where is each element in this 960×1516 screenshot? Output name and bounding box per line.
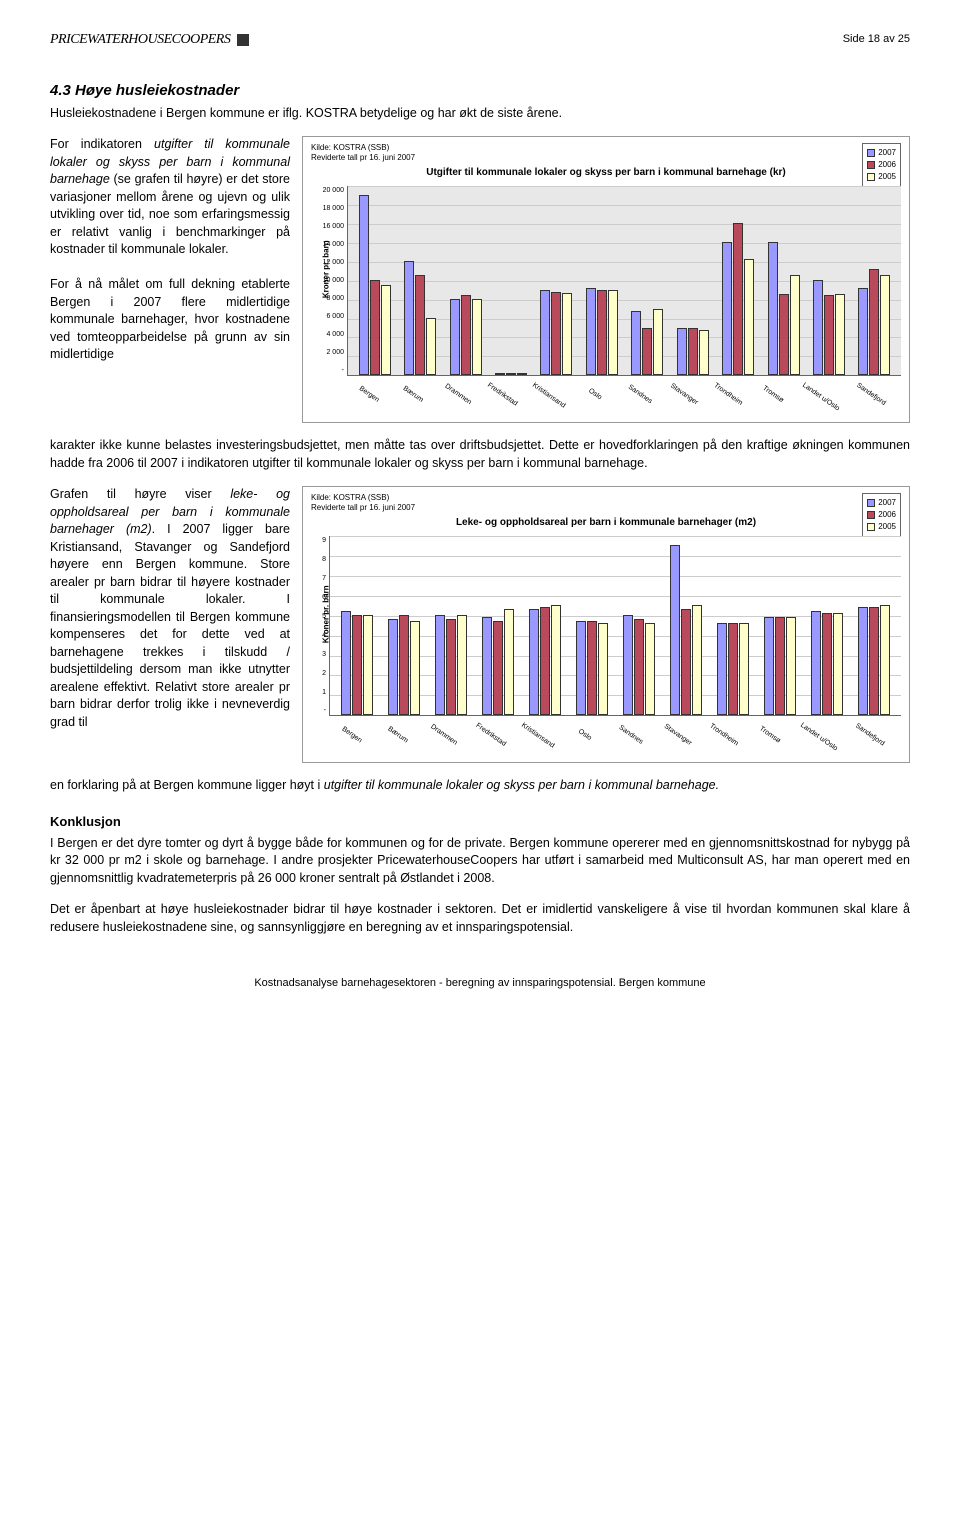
chart1-legend: 200720062005 bbox=[862, 143, 901, 187]
para2b: karakter ikke kunne belastes investering… bbox=[50, 437, 910, 472]
chart2-title: Leke- og oppholdsareal per barn i kommun… bbox=[311, 516, 901, 530]
page-footer: Kostnadsanalyse barnehagesektoren - bere… bbox=[50, 976, 910, 991]
chart1-ylabel: Kroner pr. barn bbox=[320, 241, 331, 299]
para2a: For å nå målet om full dekning etablerte… bbox=[50, 276, 290, 364]
logo-text: PRICEWATERHOUSECOOPERS bbox=[50, 32, 230, 47]
para1-block: For indikatoren utgifter til kommunale l… bbox=[50, 136, 290, 364]
logo-icon bbox=[237, 34, 249, 46]
logo: PRICEWATERHOUSECOOPERS bbox=[50, 30, 249, 50]
chart1-xaxis: BergenBærumDrammenFredrikstadKristiansan… bbox=[347, 376, 901, 392]
para3b: en forklaring på at Bergen kommune ligge… bbox=[50, 777, 910, 795]
para1: For indikatoren utgifter til kommunale l… bbox=[50, 136, 290, 259]
para3-block: Grafen til høyre viser leke- og oppholds… bbox=[50, 486, 290, 731]
chart2-plot bbox=[329, 536, 901, 716]
konklusjon-title: Konklusjon bbox=[50, 813, 910, 831]
chart2-legend: 200720062005 bbox=[862, 493, 901, 537]
konklusjon2: Det er åpenbart at høye husleiekostnader… bbox=[50, 901, 910, 936]
chart2-source: Kilde: KOSTRA (SSB)Reviderte tall pr 16.… bbox=[311, 493, 901, 512]
page-header: PRICEWATERHOUSECOOPERS Side 18 av 25 bbox=[50, 30, 910, 50]
konklusjon1: I Bergen er det dyre tomter og dyrt å by… bbox=[50, 835, 910, 888]
chart1-source: Kilde: KOSTRA (SSB)Reviderte tall pr 16.… bbox=[311, 143, 901, 162]
chart1-title: Utgifter til kommunale lokaler og skyss … bbox=[311, 166, 901, 180]
chart2: Kilde: KOSTRA (SSB)Reviderte tall pr 16.… bbox=[302, 486, 910, 763]
para3a: Grafen til høyre viser leke- og oppholds… bbox=[50, 486, 290, 731]
chart1-plot bbox=[347, 186, 901, 376]
section-title: 4.3 Høye husleiekostnader bbox=[50, 80, 910, 101]
chart2-xaxis: BergenBærumDrammenFredrikstadKristiansan… bbox=[329, 716, 901, 732]
intro-text: Husleiekostnadene i Bergen kommune er if… bbox=[50, 105, 910, 123]
page-number: Side 18 av 25 bbox=[843, 32, 910, 47]
chart1: Kilde: KOSTRA (SSB)Reviderte tall pr 16.… bbox=[302, 136, 910, 423]
